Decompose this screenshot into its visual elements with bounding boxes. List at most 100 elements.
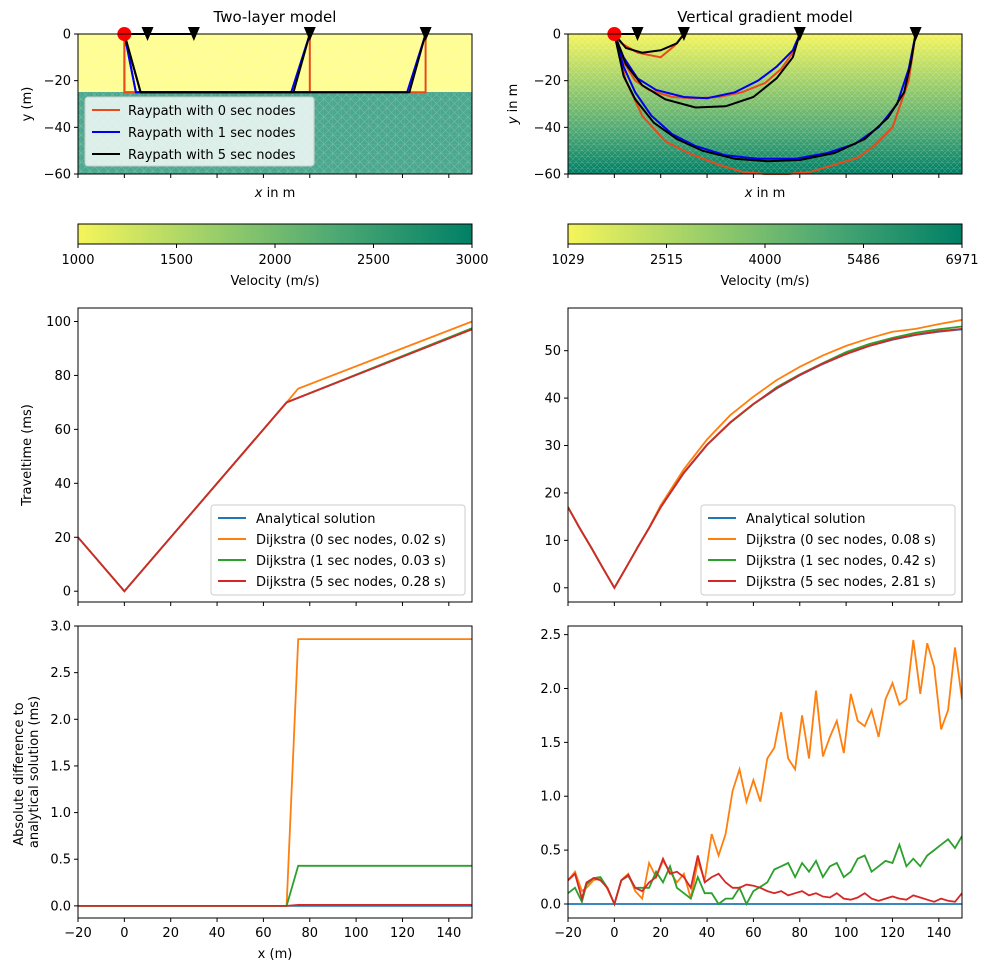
x-tick-label: 40 <box>699 926 716 941</box>
raypath-line <box>613 33 917 163</box>
legend-label-dij0: Dijkstra (0 sec nodes, 0.02 s) <box>256 533 446 548</box>
axis-ticks: 0 −20 −40 −60 <box>44 28 450 183</box>
y-tick-label: 20 <box>54 531 71 546</box>
y-tick-label: 2.0 <box>50 713 71 728</box>
y-axis-label: Absolute difference to analytical soluti… <box>12 696 42 848</box>
raypath-line <box>613 33 801 100</box>
legend-box <box>700 504 956 596</box>
y-axis-label: y in m <box>506 84 521 125</box>
mesh-overlay <box>568 34 962 174</box>
x-tick-label: 40 <box>209 926 226 941</box>
panel-title: Two-layer model <box>213 8 337 26</box>
y-tick-label: 20 <box>544 486 561 501</box>
panel-vertical-gradient-model: Vertical gradient model 0 −20 −40 −60 y in … <box>506 8 979 289</box>
x-tick-label: −20 <box>64 926 91 941</box>
y-tick-label: 1.0 <box>50 806 71 821</box>
axis-ticks: 0 10 20 30 40 50 <box>544 344 940 606</box>
y-tick-label: 0.0 <box>50 899 71 914</box>
axes-frame <box>567 307 963 603</box>
x-tick-label: −20 <box>554 926 581 941</box>
legend-box <box>84 96 315 167</box>
y-tick-label: 1.5 <box>540 736 561 751</box>
axes-frame <box>567 33 963 175</box>
colorbar-label: Velocity (m/s) <box>230 274 319 289</box>
y-tick-label: 10 <box>544 534 561 549</box>
colorbar-tick-label: 6971 <box>945 253 978 268</box>
y-tick-label: −60 <box>44 168 71 183</box>
x-tick-label: 20 <box>652 926 669 941</box>
axes-frame <box>77 307 473 603</box>
y-tick-label: 50 <box>544 344 561 359</box>
x-tick-label: 0 <box>120 926 128 941</box>
y-tick-label: 0.5 <box>50 853 71 868</box>
y-tick-label: 0.5 <box>540 844 561 859</box>
y-tick-label: 100 <box>46 315 71 330</box>
legend-label-dij5: Dijkstra (5 sec nodes, 0.28 s) <box>256 575 446 590</box>
y-tick-label: 0 <box>553 28 561 43</box>
legend-label-analytical: Analytical solution <box>256 512 375 527</box>
x-tick-label: 100 <box>344 926 369 941</box>
series-lines <box>78 320 472 593</box>
series-line <box>568 855 962 907</box>
x-axis-label: x in m <box>744 186 785 201</box>
y-tick-label: −40 <box>44 121 71 136</box>
legend: Analytical solution Dijkstra (0 sec node… <box>210 504 466 596</box>
x-tick-label: 140 <box>926 926 951 941</box>
y-tick-label: 40 <box>544 392 561 407</box>
x-tick-label: 60 <box>255 926 272 941</box>
axis-ticks: 0 20 40 60 80 100 <box>46 315 450 606</box>
y-axis-label: y (m) <box>20 87 35 122</box>
y-axis-label: Traveltime (ms) <box>20 404 35 507</box>
y-tick-label: 40 <box>54 477 71 492</box>
x-axis-label: x (m) <box>258 947 293 962</box>
raypath-line <box>613 33 685 54</box>
y-tick-label: 0 <box>63 585 71 600</box>
plot-area <box>567 27 963 175</box>
y-tick-label: −60 <box>534 168 561 183</box>
y-tick-label: 1.0 <box>540 790 561 805</box>
series-line <box>78 904 472 907</box>
series-line <box>568 835 962 907</box>
colorbar: 1000 1500 2000 2500 3000 Velocity (m/s) <box>61 223 489 289</box>
y-tick-label: 0 <box>553 581 561 596</box>
colorbar-bar <box>567 223 963 245</box>
x-tick-label: 80 <box>791 926 808 941</box>
y-tick-label: 3.0 <box>50 620 71 635</box>
y-tick-label: 1.5 <box>50 759 71 774</box>
axis-ticks: 0 −20 −40 −60 <box>534 28 940 183</box>
legend-label-ray5: Raypath with 5 sec nodes <box>128 148 296 163</box>
legend-label-ray1: Raypath with 1 sec nodes <box>128 126 296 141</box>
x-tick-label: 0 <box>610 926 618 941</box>
raypath-line <box>613 33 801 109</box>
raypath-line <box>123 33 427 94</box>
panel-two-layer-model: Two-layer model 0−20−40−60 y (m) x in m … <box>20 8 489 289</box>
axes-frame <box>567 625 963 919</box>
x-tick-label: 120 <box>880 926 905 941</box>
series-lines <box>78 638 472 907</box>
y-tick-label: −20 <box>44 74 71 89</box>
colorbar-label: Velocity (m/s) <box>720 274 809 289</box>
series-line <box>78 864 472 907</box>
axes-frame <box>77 33 473 175</box>
legend-label-dij1: Dijkstra (1 sec nodes, 0.03 s) <box>256 554 446 569</box>
y-tick-label: −20 <box>534 74 561 89</box>
y-axis-label-line2: analytical solution (ms) <box>27 696 42 848</box>
colorbar-tick-label: 1029 <box>551 253 584 268</box>
colorbar-tick-label: 2000 <box>258 253 291 268</box>
colorbar-ticks <box>567 244 963 248</box>
x-tick-label: 80 <box>301 926 318 941</box>
series-line <box>78 328 472 593</box>
legend-label-ray0: Raypath with 0 sec nodes <box>128 104 296 119</box>
series-line <box>568 639 962 907</box>
x-tick-label: 20 <box>162 926 179 941</box>
panel-title: Vertical gradient model <box>677 8 853 26</box>
legend-label-dij0: Dijkstra (0 sec nodes, 0.08 s) <box>746 533 936 548</box>
y-axis-label-line1: Absolute difference to <box>12 702 27 845</box>
axis-ticks: −20 0 20 40 60 80 100 120 140 0.0 0.5 1.0 1.5 2.0 2.5 3… <box>50 620 461 942</box>
x-tick-label: 120 <box>390 926 415 941</box>
y-tick-label: 2.5 <box>540 628 561 643</box>
y-tick-label: 0.0 <box>540 897 561 912</box>
colorbar-tick-label: 1500 <box>160 253 193 268</box>
colorbar-tick-label: 4000 <box>748 253 781 268</box>
